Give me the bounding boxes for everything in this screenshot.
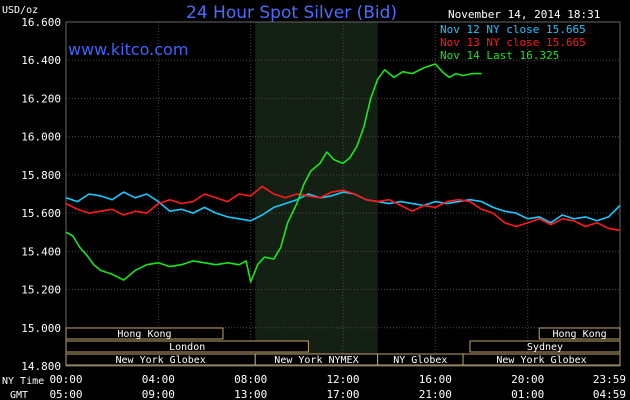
series-layer	[65, 63, 621, 283]
session-label: Sydney	[527, 342, 563, 353]
grid-layer	[65, 21, 621, 367]
session-label: New York NYMEX	[274, 355, 358, 366]
session-box	[462, 353, 621, 366]
series-line-nov14	[65, 63, 482, 283]
session-box	[469, 340, 621, 353]
gmt-label: GMT	[10, 390, 28, 400]
session-bars: Hong Kong Hong Kong London Sydney New York G…	[65, 327, 621, 366]
session-box	[65, 327, 224, 340]
session-box	[65, 340, 309, 353]
y-tick-label: 14.800	[21, 360, 61, 373]
x-tick-gmt: 17:00	[326, 388, 359, 400]
y-tick-label: 15.400	[21, 245, 61, 258]
x-tick-ny: 23:59	[593, 373, 626, 386]
y-tick-label: 16.600	[21, 16, 61, 29]
y-tick-labels: 16.600 16.400 16.200 16.000 15.800 15.600 15.4…	[21, 16, 61, 373]
x-tick-gmt: 13:00	[234, 388, 267, 400]
session-label: London	[169, 342, 205, 353]
date-label: November 14, 2014 18:31	[448, 8, 600, 21]
plot-frame	[65, 21, 621, 367]
legend: Nov 12 NY close 15.665 Nov 13 NY close 1…	[440, 23, 586, 62]
series-line-nov13	[65, 185, 621, 232]
session-label: Hong Kong	[553, 329, 607, 340]
x-tick-gmt: 09:00	[142, 388, 175, 400]
y-tick-label: 15.200	[21, 284, 61, 297]
legend-nov14: Nov 14 Last 16.325	[440, 49, 559, 62]
y-tick-label: 16.000	[21, 131, 61, 144]
session-label: NY Globex	[393, 355, 447, 366]
y-tick-label: 16.200	[21, 92, 61, 105]
y-tick-label: 15.600	[21, 207, 61, 220]
legend-nov13: Nov 13 NY close 15.665	[440, 36, 586, 49]
brand-link[interactable]: www.kitco.com	[68, 40, 188, 59]
x-tick-gmt: 01:00	[511, 388, 544, 400]
x-tick-ny: 20:00	[511, 373, 544, 386]
legend-nov12: Nov 12 NY close 15.665	[440, 23, 586, 36]
x-tick-gmt: 04:59	[593, 388, 626, 400]
x-tick-gmt: 21:00	[419, 388, 452, 400]
x-tick-ny: 00:00	[49, 373, 82, 386]
y-tick-label: 16.400	[21, 54, 61, 67]
x-tick-ny: 04:00	[142, 373, 175, 386]
x-tick-ny: 16:00	[419, 373, 452, 386]
x-tick-ny: 12:00	[326, 373, 359, 386]
session-label: New York Globex	[496, 355, 586, 366]
series-line-nov12	[65, 191, 621, 224]
x-tick-labels: 00:00 05:00 04:00 09:00 08:00 13:00 12:00 17:00…	[49, 373, 626, 400]
currency-label: USD/oz	[2, 5, 38, 16]
ny-time-label: NY Time	[2, 376, 44, 387]
session-label: New York Globex	[115, 355, 205, 366]
session-box	[538, 327, 621, 340]
y-tick-label: 15.800	[21, 169, 61, 182]
x-tick-ny: 08:00	[234, 373, 267, 386]
session-label: Hong Kong	[117, 329, 171, 340]
chart-title: 24 Hour Spot Silver (Bid)	[186, 3, 397, 23]
y-tick-label: 15.000	[21, 322, 61, 335]
x-tick-gmt: 05:00	[49, 388, 82, 400]
